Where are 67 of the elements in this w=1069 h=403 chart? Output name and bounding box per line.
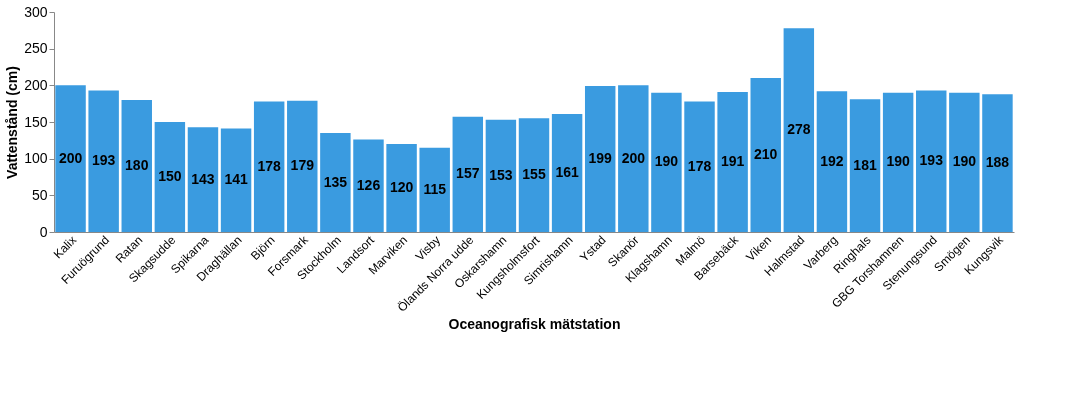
- bar: [419, 147, 450, 232]
- data-label: 200: [621, 149, 646, 166]
- data-label: 120: [389, 179, 414, 195]
- data-label: 179: [290, 157, 315, 174]
- data-label: 188: [985, 154, 1010, 171]
- bar: [187, 127, 219, 232]
- bar: [584, 86, 616, 232]
- data-label: 115: [423, 180, 447, 197]
- bar: [320, 133, 351, 232]
- y-tick-label: 150: [24, 113, 48, 130]
- bar: [684, 101, 715, 232]
- data-label: 193: [91, 152, 116, 169]
- bar: [618, 85, 649, 232]
- data-label: 200: [58, 149, 83, 166]
- data-label: 157: [456, 165, 480, 182]
- y-tick-label: 200: [24, 76, 48, 93]
- data-label: 135: [323, 173, 348, 190]
- data-label: 178: [687, 157, 712, 174]
- y-tick-label: 100: [24, 150, 48, 167]
- bar: [253, 101, 285, 232]
- bar: [816, 91, 848, 232]
- data-label: 178: [257, 157, 282, 174]
- bar: [717, 91, 748, 232]
- bar: [287, 100, 318, 232]
- bar: [518, 118, 550, 232]
- data-label: 191: [720, 152, 745, 169]
- bar: [783, 28, 815, 232]
- data-label: 155: [522, 166, 546, 183]
- y-tick-label: 300: [24, 3, 48, 20]
- data-label: 193: [919, 152, 944, 169]
- data-label: 161: [555, 163, 579, 180]
- bar: [849, 99, 881, 232]
- bar: [88, 90, 119, 232]
- data-label: 190: [952, 153, 977, 170]
- y-tick-label: 0: [39, 223, 48, 240]
- data-label: 278: [787, 121, 811, 138]
- bar: [220, 128, 252, 232]
- data-label: 199: [588, 150, 613, 167]
- bar: [651, 92, 682, 232]
- data-label: 143: [191, 170, 215, 187]
- data-label: 126: [356, 176, 381, 193]
- data-label: 150: [158, 168, 182, 184]
- bar: [353, 139, 384, 232]
- bar: [121, 100, 152, 232]
- bar: [551, 113, 583, 232]
- data-label: 190: [886, 153, 911, 170]
- bar: [452, 116, 484, 232]
- bar: [485, 119, 517, 232]
- bar: [386, 144, 417, 232]
- bar: [949, 92, 980, 232]
- bar: [882, 92, 914, 232]
- data-label: 210: [754, 146, 778, 162]
- data-label: 181: [853, 156, 877, 173]
- bar: [916, 90, 947, 232]
- x-axis-title: Oceanografisk mätstation: [448, 315, 621, 332]
- data-label: 190: [654, 153, 679, 170]
- data-label: 180: [125, 157, 149, 173]
- bar: [55, 85, 86, 232]
- data-label: 153: [489, 166, 513, 183]
- bar: [154, 122, 186, 232]
- data-label: 192: [820, 152, 844, 169]
- y-tick-label: 50: [31, 186, 48, 203]
- data-label: 141: [224, 171, 248, 188]
- y-axis-title: Vattenstånd (cm): [4, 66, 21, 179]
- bar: [750, 78, 781, 232]
- y-tick-label: 250: [24, 40, 48, 57]
- bar: [982, 94, 1013, 232]
